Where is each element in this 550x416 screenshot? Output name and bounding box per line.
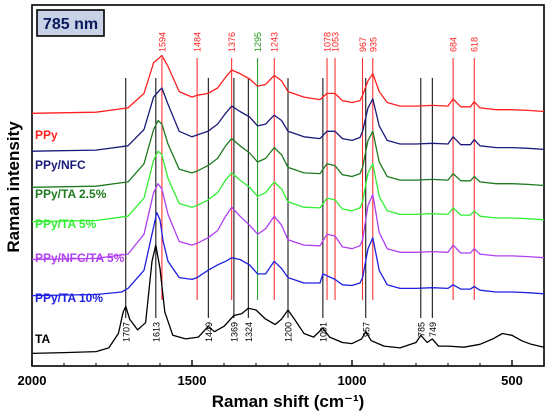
reference-label-1200: 1200: [284, 322, 294, 342]
x-tick-label-2000: 2000: [18, 373, 47, 388]
series-line-ppy-nfc-ta-5: [31, 183, 545, 261]
reference-label-1376: 1376: [227, 32, 237, 52]
reference-label-1369: 1369: [229, 322, 239, 342]
reference-label-1484: 1484: [193, 32, 203, 52]
spectra-lines: [31, 54, 545, 355]
reference-label-749: 749: [428, 322, 438, 337]
series-labels: PPy PPy/NFC PPy/TA 2.5% PPy/TA 5% PPy/NFC/TA…: [35, 128, 125, 346]
reference-label-1707: 1707: [121, 322, 131, 342]
series-line-ppy-ta-5: [31, 150, 545, 223]
x-tick-label-500: 500: [501, 373, 523, 388]
series-line-ppy-nfc: [31, 87, 545, 152]
reference-label-935: 935: [368, 37, 378, 52]
reference-label-1613: 1613: [151, 322, 161, 342]
reference-label-957: 957: [361, 322, 371, 337]
reference-label-1091: 1091: [318, 322, 328, 342]
series-label-ppy: PPy: [35, 128, 58, 142]
series-line-ta: [31, 244, 545, 355]
series-label-ppy-ta-10: PPy/TA 10%: [35, 291, 103, 305]
reference-label-1295: 1295: [253, 32, 263, 52]
reference-label-1078: 1078: [323, 32, 333, 52]
x-axis-title: Raman shift (cm⁻¹): [212, 392, 365, 411]
reference-label-1449: 1449: [204, 322, 214, 342]
reference-label-1053: 1053: [331, 32, 341, 52]
reference-label-967: 967: [358, 37, 368, 52]
reference-label-1324: 1324: [244, 322, 254, 342]
laser-wavelength-text: 785 nm: [43, 16, 98, 33]
x-tick-label-1000: 1000: [338, 373, 367, 388]
series-line-ppy: [31, 54, 545, 114]
x-tick-label-1500: 1500: [178, 373, 207, 388]
reference-label-785: 785: [416, 322, 426, 337]
reference-label-618: 618: [470, 37, 480, 52]
laser-wavelength-badge: 785 nm: [36, 9, 105, 37]
series-label-ppy-nfc-ta-5: PPy/NFC/TA 5%: [35, 251, 125, 265]
series-label-ppy-ta-2-5: PPy/TA 2.5%: [35, 187, 107, 201]
series-label-ta: TA: [35, 332, 50, 346]
y-axis-title: Raman intensity: [4, 121, 23, 253]
reference-label-1594: 1594: [157, 32, 167, 52]
reference-label-684: 684: [449, 37, 459, 52]
series-label-ppy-nfc: PPy/NFC: [35, 158, 86, 172]
series-line-ppy-ta-2-5: [31, 119, 545, 188]
reference-label-1243: 1243: [270, 32, 280, 52]
series-line-ppy-ta-10: [31, 211, 545, 297]
x-axis-ticks: 2000 1500 1000 500: [18, 360, 545, 388]
series-label-ppy-ta-5: PPy/TA 5%: [35, 217, 97, 231]
